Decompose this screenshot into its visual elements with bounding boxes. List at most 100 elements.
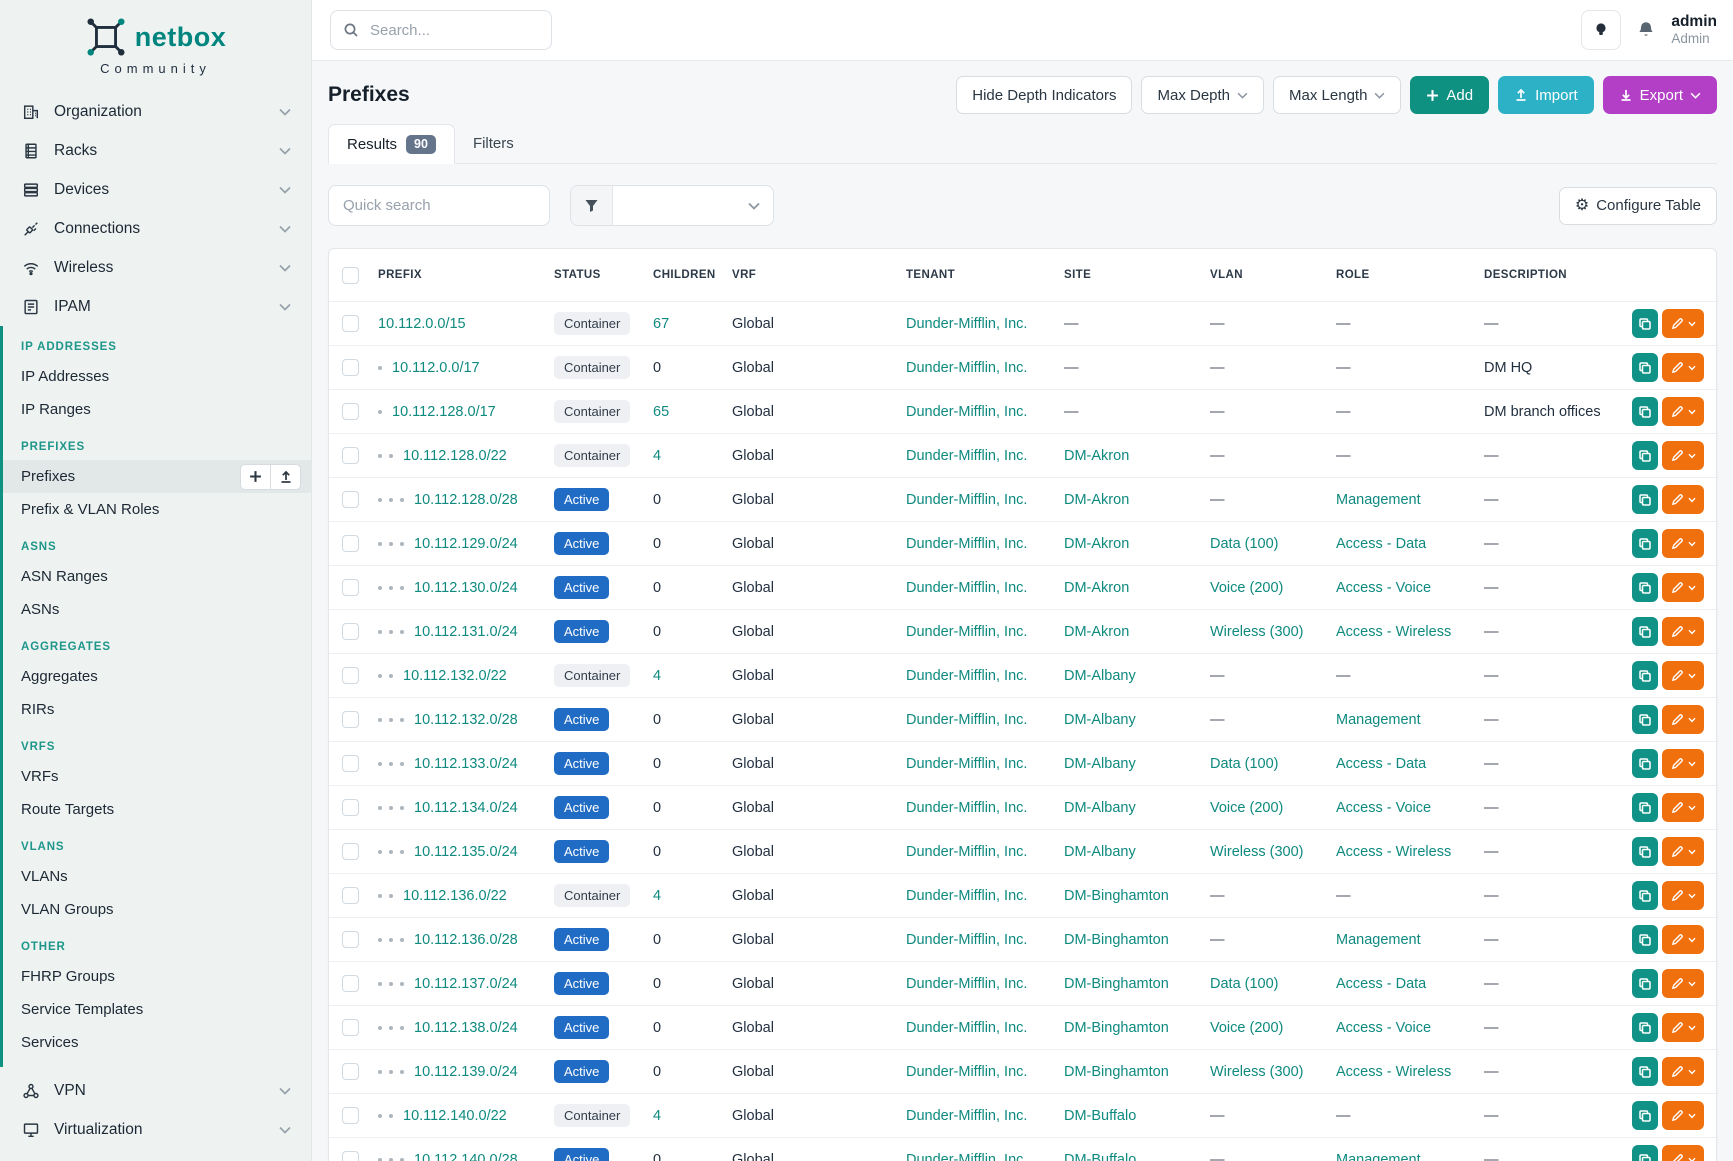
site-link[interactable]: DM-Binghamton: [1064, 1063, 1169, 1080]
prefix-link[interactable]: 10.112.0.0/15: [378, 315, 466, 332]
row-checkbox[interactable]: [342, 1151, 359, 1161]
row-checkbox[interactable]: [342, 579, 359, 596]
column-header-site[interactable]: SITE: [1064, 269, 1092, 281]
copy-prefix-button[interactable]: [1632, 309, 1659, 338]
edit-prefix-button[interactable]: [1662, 309, 1704, 338]
prefix-link[interactable]: 10.112.132.0/22: [403, 667, 507, 684]
sidebar-item-racks[interactable]: Racks: [0, 131, 311, 170]
children-count[interactable]: 67: [653, 315, 670, 332]
site-link[interactable]: DM-Albany: [1064, 799, 1136, 816]
copy-prefix-button[interactable]: [1632, 793, 1659, 822]
tenant-link[interactable]: Dunder-Mifflin, Inc.: [906, 447, 1028, 464]
edit-prefix-button[interactable]: [1662, 573, 1704, 602]
copy-prefix-button[interactable]: [1632, 529, 1659, 558]
prefix-link[interactable]: 10.112.140.0/28: [414, 1151, 518, 1161]
children-count[interactable]: 4: [653, 447, 662, 464]
tenant-link[interactable]: Dunder-Mifflin, Inc.: [906, 667, 1028, 684]
max-depth-button[interactable]: Max Depth: [1141, 76, 1265, 114]
select-all-checkbox[interactable]: [342, 266, 359, 284]
column-header-tenant[interactable]: TENANT: [906, 269, 956, 281]
children-count[interactable]: 4: [653, 1107, 662, 1124]
tenant-link[interactable]: Dunder-Mifflin, Inc.: [906, 975, 1028, 992]
sidebar-item-ip-addresses[interactable]: IP Addresses: [21, 368, 110, 385]
row-checkbox[interactable]: [342, 887, 359, 904]
site-link[interactable]: DM-Buffalo: [1064, 1107, 1137, 1124]
column-header-vrf[interactable]: VRF: [732, 269, 757, 281]
edit-prefix-button[interactable]: [1662, 441, 1704, 470]
tenant-link[interactable]: Dunder-Mifflin, Inc.: [906, 579, 1028, 596]
role-link[interactable]: Access - Data: [1336, 755, 1427, 772]
vlan-link[interactable]: Wireless (300): [1210, 623, 1304, 640]
edit-prefix-button[interactable]: [1662, 661, 1704, 690]
vlan-link[interactable]: Data (100): [1210, 755, 1279, 772]
copy-prefix-button[interactable]: [1632, 397, 1659, 426]
edit-prefix-button[interactable]: [1662, 1145, 1704, 1161]
sidebar-item-organization[interactable]: Organization: [0, 92, 311, 131]
copy-prefix-button[interactable]: [1632, 925, 1659, 954]
import-button[interactable]: Import: [1498, 76, 1594, 114]
tenant-link[interactable]: Dunder-Mifflin, Inc.: [906, 1019, 1028, 1036]
vlan-link[interactable]: Voice (200): [1210, 799, 1284, 816]
theme-toggle-button[interactable]: [1581, 10, 1622, 50]
row-checkbox[interactable]: [342, 975, 359, 992]
site-link[interactable]: DM-Albany: [1064, 711, 1136, 728]
sidebar-item-wireless[interactable]: Wireless: [0, 248, 311, 287]
site-link[interactable]: DM-Akron: [1064, 447, 1130, 464]
column-header-description[interactable]: DESCRIPTION: [1484, 269, 1567, 281]
children-count[interactable]: 4: [653, 667, 662, 684]
tenant-link[interactable]: Dunder-Mifflin, Inc.: [906, 491, 1028, 508]
prefix-link[interactable]: 10.112.136.0/28: [414, 931, 518, 948]
role-link[interactable]: Access - Wireless: [1336, 623, 1452, 640]
edit-prefix-button[interactable]: [1662, 1057, 1704, 1086]
sidebar-item-ipam[interactable]: IPAM: [0, 287, 311, 326]
copy-prefix-button[interactable]: [1632, 749, 1659, 778]
copy-prefix-button[interactable]: [1632, 881, 1659, 910]
sidebar-item-service-templates[interactable]: Service Templates: [21, 1001, 144, 1018]
tenant-link[interactable]: Dunder-Mifflin, Inc.: [906, 1107, 1028, 1124]
user-menu[interactable]: admin Admin: [1671, 13, 1717, 46]
edit-prefix-button[interactable]: [1662, 969, 1704, 998]
configure-table-button[interactable]: ⚙ Configure Table: [1558, 186, 1717, 225]
site-link[interactable]: DM-Albany: [1064, 755, 1136, 772]
sidebar-item-asns[interactable]: ASNs: [21, 601, 60, 618]
children-count[interactable]: 65: [653, 403, 670, 420]
sidebar-item-prefixes[interactable]: Prefixes: [3, 460, 311, 493]
row-checkbox[interactable]: [342, 799, 359, 816]
sidebar-item-vlan-groups[interactable]: VLAN Groups: [21, 901, 114, 918]
site-link[interactable]: DM-Binghamton: [1064, 1019, 1169, 1036]
prefix-link[interactable]: 10.112.136.0/22: [403, 887, 507, 904]
tenant-link[interactable]: Dunder-Mifflin, Inc.: [906, 359, 1028, 376]
export-button[interactable]: Export: [1602, 76, 1717, 114]
role-link[interactable]: Access - Voice: [1336, 799, 1432, 816]
copy-prefix-button[interactable]: [1632, 1101, 1659, 1130]
row-checkbox[interactable]: [342, 535, 359, 552]
row-checkbox[interactable]: [342, 1107, 359, 1124]
vlan-link[interactable]: Voice (200): [1210, 1019, 1284, 1036]
role-link[interactable]: Management: [1336, 1151, 1421, 1161]
role-link[interactable]: Management: [1336, 711, 1421, 728]
sidebar-item-services[interactable]: Services: [21, 1034, 79, 1051]
filter-funnel-button[interactable]: [571, 186, 613, 225]
prefix-link[interactable]: 10.112.134.0/24: [414, 799, 518, 816]
role-link[interactable]: Access - Voice: [1336, 579, 1432, 596]
quick-search-input[interactable]: [328, 185, 550, 226]
sidebar-item-vpn[interactable]: VPN: [0, 1071, 311, 1110]
prefix-link[interactable]: 10.112.130.0/24: [414, 579, 518, 596]
row-checkbox[interactable]: [342, 447, 359, 464]
role-link[interactable]: Access - Data: [1336, 535, 1427, 552]
search-input[interactable]: [368, 20, 539, 40]
copy-prefix-button[interactable]: [1632, 705, 1659, 734]
prefix-link[interactable]: 10.112.139.0/24: [414, 1063, 518, 1080]
sidebar-item-connections[interactable]: Connections: [0, 209, 311, 248]
row-checkbox[interactable]: [342, 1063, 359, 1080]
tenant-link[interactable]: Dunder-Mifflin, Inc.: [906, 711, 1028, 728]
role-link[interactable]: Access - Voice: [1336, 1019, 1432, 1036]
tenant-link[interactable]: Dunder-Mifflin, Inc.: [906, 755, 1028, 772]
sidebar-item-ip-ranges[interactable]: IP Ranges: [21, 401, 91, 418]
tenant-link[interactable]: Dunder-Mifflin, Inc.: [906, 843, 1028, 860]
edit-prefix-button[interactable]: [1662, 617, 1704, 646]
prefix-link[interactable]: 10.112.129.0/24: [414, 535, 518, 552]
row-checkbox[interactable]: [342, 403, 359, 420]
vlan-link[interactable]: Data (100): [1210, 535, 1279, 552]
tenant-link[interactable]: Dunder-Mifflin, Inc.: [906, 931, 1028, 948]
